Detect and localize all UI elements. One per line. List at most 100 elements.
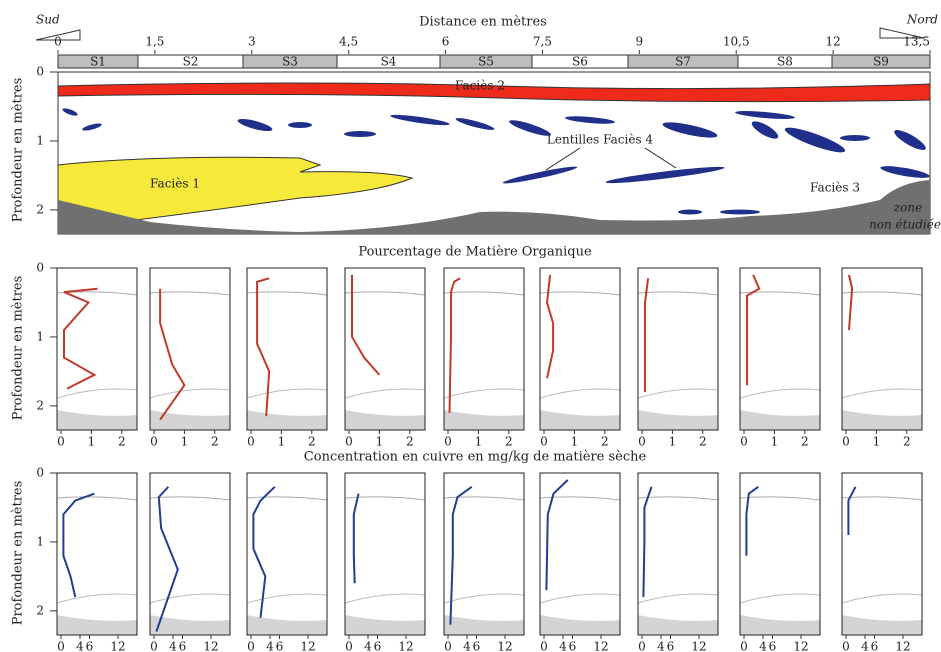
panel: 0 4 6 12 — [56, 472, 138, 652]
background-layer — [739, 593, 821, 604]
profile-line — [746, 274, 761, 386]
x-tick-label: 13,5 — [903, 35, 930, 49]
section-label: S3 — [282, 55, 298, 69]
background-layer — [739, 496, 821, 501]
background-zone — [638, 410, 718, 430]
x-tick-label: 6 — [667, 640, 675, 652]
y-axis-label: Profondeur en mètres — [11, 481, 26, 626]
annotation: Lentilles Faciès 4 — [547, 133, 654, 147]
x-tick-label: 2 — [211, 435, 219, 449]
background-layer — [56, 593, 138, 604]
panel: 0 1 2 — [149, 267, 231, 449]
panel-frame — [539, 267, 621, 431]
background-zone — [57, 615, 137, 635]
x-tick-label: 7,5 — [533, 35, 552, 49]
x-tick-label: 12 — [300, 640, 315, 652]
x-tick-label: 2 — [699, 435, 707, 449]
panel: 0 1 2 — [344, 267, 426, 449]
section-label: S1 — [90, 55, 106, 69]
background-layer — [841, 496, 923, 501]
x-tick-label: 9 — [636, 35, 644, 49]
background-layer — [841, 593, 923, 604]
x-tick-label: 0 — [345, 640, 353, 652]
right-label: Nord — [906, 13, 938, 27]
background-zone — [444, 410, 524, 430]
profile-line — [642, 486, 653, 598]
background-layer — [149, 496, 231, 501]
x-tick-label: 0 — [638, 640, 646, 652]
background-layer — [149, 388, 231, 399]
section-label: S2 — [183, 55, 199, 69]
background-zone — [150, 410, 230, 430]
panel: 0 4 6 12 — [739, 472, 821, 652]
x-tick-label: 4 — [861, 640, 869, 652]
background-layer — [841, 291, 923, 296]
panel-frame — [344, 267, 426, 431]
x-tick-label: 6 — [769, 640, 777, 652]
background-layer — [539, 496, 621, 501]
x-tick-label: 1,5 — [145, 35, 164, 49]
panel-frame — [149, 472, 231, 636]
profile-line — [63, 287, 98, 390]
background-layer — [246, 388, 328, 399]
north-wedge — [879, 27, 925, 39]
background-layer — [149, 593, 231, 604]
panel: 0 1 2 — [56, 267, 138, 449]
profile-line — [545, 479, 569, 591]
panel-frame — [56, 472, 138, 636]
y-tick-label: 1 — [36, 329, 44, 343]
x-tick-label: 1 — [571, 435, 579, 449]
x-tick-label: 12 — [398, 640, 413, 652]
x-tick-label: 0 — [444, 640, 452, 652]
x-tick-label: 6 — [442, 35, 450, 49]
section-label: S7 — [675, 55, 691, 69]
y-tick-label: 1 — [36, 534, 44, 548]
y-tick-label: 2 — [36, 603, 44, 617]
background-layer — [246, 593, 328, 604]
background-layer — [637, 593, 719, 604]
x-tick-label: 4,5 — [339, 35, 358, 49]
panel-frame — [149, 267, 231, 431]
x-tick-label: 6 — [374, 640, 382, 652]
section-drawing — [35, 27, 931, 235]
x-tick-label: 4 — [559, 640, 567, 652]
background-zone — [842, 615, 922, 635]
background-layer — [443, 496, 525, 501]
x-tick-label: 1 — [376, 435, 384, 449]
background-zone — [247, 615, 327, 635]
x-tick-label: 12 — [895, 640, 910, 652]
profile-line — [847, 486, 857, 535]
x-tick-label: 0 — [540, 640, 548, 652]
panel-frame — [739, 472, 821, 636]
panel-frame — [344, 472, 426, 636]
x-tick-label: 2 — [601, 435, 609, 449]
panel-frame — [841, 267, 923, 431]
x-tick-label: 1 — [669, 435, 677, 449]
background-layer — [637, 291, 719, 296]
panel: 0 1 2 — [443, 267, 525, 449]
background-zone — [345, 410, 425, 430]
x-tick-label: 6 — [871, 640, 879, 652]
background-layer — [344, 388, 426, 399]
panel: 0 4 6 12 — [344, 472, 426, 652]
background-zone — [540, 615, 620, 635]
background-layer — [539, 291, 621, 296]
x-tick-label: 0 — [150, 435, 158, 449]
panel: 0 4 6 12 — [539, 472, 621, 652]
background-zone — [444, 615, 524, 635]
annotation: non étudiée — [869, 218, 941, 232]
profile-line — [545, 274, 555, 379]
section-label: S6 — [572, 55, 588, 69]
annotation: Faciès 2 — [455, 79, 505, 93]
x-tick-label: 2 — [505, 435, 513, 449]
background-layer — [344, 496, 426, 501]
arrow — [545, 147, 581, 171]
chart-title: Pourcentage de Matière Organique — [358, 245, 592, 260]
facies-2 — [57, 82, 931, 103]
background-zone — [345, 615, 425, 635]
y-tick-label: 2 — [36, 202, 44, 216]
panel: 0 4 6 12 — [443, 472, 525, 652]
panel-frame — [56, 267, 138, 431]
background-layer — [443, 593, 525, 604]
profile-line — [159, 288, 186, 421]
